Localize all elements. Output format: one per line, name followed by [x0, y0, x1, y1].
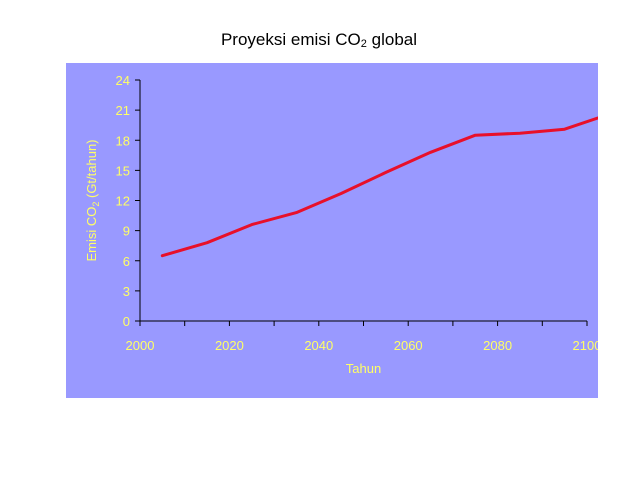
y-axis-label-subscript: 2	[91, 202, 101, 207]
series-group	[160, 116, 598, 258]
title-subscript: 2	[360, 38, 367, 50]
x-tick-label: 2080	[483, 338, 512, 353]
y-tick-label: 0	[123, 314, 130, 329]
axes	[135, 79, 588, 326]
title-suffix: global	[366, 30, 418, 49]
x-tick-label: 2000	[126, 338, 155, 353]
y-tick-label: 24	[116, 73, 130, 88]
title-prefix: Proyeksi emisi CO	[220, 30, 361, 49]
x-tick-label: 2100	[573, 338, 598, 353]
y-tick-label: 6	[123, 254, 130, 269]
y-tick-label: 12	[116, 194, 130, 209]
y-tick-label: 15	[116, 163, 130, 178]
chart-title: Proyeksi emisi CO2 global	[0, 30, 638, 50]
y-axis-label-suffix: (Gt/tahun)	[84, 139, 99, 201]
y-tick-label: 9	[123, 224, 130, 239]
x-tick-labels: 2000 2020 2040 2060 2080 2100	[126, 338, 598, 353]
x-tick-label: 2040	[304, 338, 333, 353]
x-axis-label: Tahun	[346, 361, 381, 376]
y-axis-label: Emisi CO2 (Gt/tahun)	[84, 139, 101, 261]
x-tick-label: 2020	[215, 338, 244, 353]
y-tick-labels: 0 3 6 9 12 15 18 21 24	[116, 73, 130, 329]
y-axis-label-prefix: Emisi CO	[84, 207, 99, 262]
x-tick-label: 2060	[394, 338, 423, 353]
plot-panel: 0 3 6 9 12 15 18 21 24 2000 2020 2040 2060 2080 2100 …	[66, 63, 598, 398]
y-tick-label: 21	[116, 103, 130, 118]
y-tick-label: 3	[123, 284, 130, 299]
series-line	[160, 116, 598, 258]
y-tick-label: 18	[116, 133, 130, 148]
